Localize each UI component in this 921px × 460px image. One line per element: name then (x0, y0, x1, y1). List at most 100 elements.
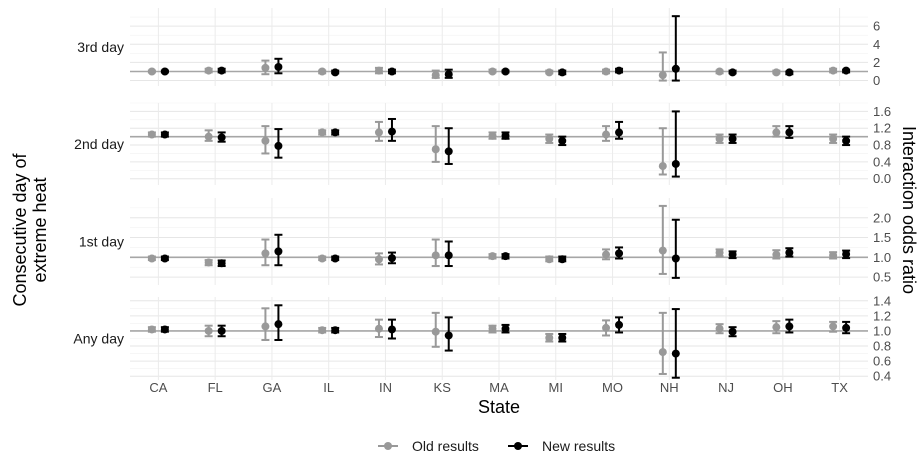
point-new (842, 250, 851, 259)
point-new (217, 133, 226, 142)
y-axis-title-left-line1: Consecutive day of (10, 152, 30, 306)
point-new (387, 325, 396, 334)
y-tick-label: 1.0 (873, 323, 891, 338)
point-new (728, 134, 737, 143)
point-new (785, 128, 794, 137)
point-new (501, 131, 510, 140)
point-new (387, 254, 396, 263)
point-old (261, 249, 270, 258)
point-new (785, 322, 794, 331)
point-new (274, 320, 283, 329)
point-old (261, 322, 270, 331)
point-old (318, 67, 327, 76)
point-new (728, 250, 737, 259)
legend-old-marker (384, 442, 392, 450)
point-new (160, 325, 169, 334)
y-axis-title-right-text: Interaction odds ratio (899, 126, 919, 294)
point-old (829, 322, 838, 331)
point-new (671, 64, 680, 73)
point-old (772, 68, 781, 77)
x-tick-label: OH (773, 380, 793, 395)
point-new (842, 66, 851, 75)
point-old (374, 255, 383, 264)
y-tick-label: 1.0 (873, 250, 891, 265)
x-tick-label: IL (323, 380, 334, 395)
point-new (444, 70, 453, 79)
point-old (488, 252, 497, 261)
point-new (331, 128, 340, 137)
point-new (444, 331, 453, 340)
point-old (204, 326, 213, 335)
point-old (318, 326, 327, 335)
y-tick-label: 4 (873, 37, 880, 52)
y-tick-label: 0.5 (873, 270, 891, 285)
point-old (658, 246, 667, 255)
facet-label: Any day (73, 331, 124, 347)
point-old (715, 134, 724, 143)
facet-3: 0.40.60.81.01.21.4 Any day (73, 293, 891, 383)
facet-label: 3rd day (77, 39, 124, 55)
point-old (431, 71, 440, 80)
legend-item-new[interactable]: New results (508, 438, 615, 454)
x-tick-label: FL (208, 380, 223, 395)
point-old (772, 128, 781, 137)
point-old (431, 145, 440, 154)
point-new (558, 68, 567, 77)
point-old (488, 131, 497, 140)
point-new (558, 333, 567, 342)
point-old (545, 134, 554, 143)
point-old (602, 323, 611, 332)
legend: Old results New results (378, 438, 615, 454)
point-new (160, 130, 169, 139)
point-new (615, 320, 624, 329)
x-tick-label: TX (831, 380, 848, 395)
point-new (331, 68, 340, 77)
x-axis-title: State (478, 397, 520, 417)
point-new (842, 323, 851, 332)
y-axis-title-right: Interaction odds ratio (899, 126, 919, 294)
point-new (274, 247, 283, 256)
point-old (488, 67, 497, 76)
point-new (785, 248, 794, 257)
x-tick-label: KS (434, 380, 452, 395)
point-old (715, 324, 724, 333)
x-tick-label: MA (489, 380, 509, 395)
point-old (318, 128, 327, 137)
facet-label: 2nd day (74, 136, 124, 152)
point-new (387, 67, 396, 76)
point-old (829, 134, 838, 143)
y-tick-label: 1.5 (873, 230, 891, 245)
point-old (715, 248, 724, 257)
x-tick-label: CA (149, 380, 167, 395)
point-new (615, 249, 624, 258)
point-new (728, 327, 737, 336)
y-tick-label: 1.6 (873, 104, 891, 119)
point-new (217, 259, 226, 268)
legend-item-old[interactable]: Old results (378, 438, 479, 454)
point-old (545, 68, 554, 77)
x-tick-label: MI (549, 380, 563, 395)
point-new (615, 128, 624, 137)
legend-new-marker (514, 442, 522, 450)
point-new (444, 147, 453, 156)
x-tick-label: NJ (718, 380, 734, 395)
point-old (374, 324, 383, 333)
y-tick-label: 0.6 (873, 354, 891, 369)
point-old (374, 128, 383, 137)
y-tick-label: 1.4 (873, 293, 891, 308)
x-tick-label: NH (660, 380, 679, 395)
point-new (331, 326, 340, 335)
point-old (602, 250, 611, 259)
y-tick-label: 0 (873, 73, 880, 88)
facet-label: 1st day (79, 234, 124, 250)
point-new (615, 66, 624, 75)
point-new (558, 136, 567, 145)
y-tick-label: 2 (873, 55, 880, 70)
point-old (374, 66, 383, 75)
point-old (204, 258, 213, 267)
point-old (658, 348, 667, 357)
point-old (318, 254, 327, 263)
point-old (602, 67, 611, 76)
point-old (602, 130, 611, 139)
